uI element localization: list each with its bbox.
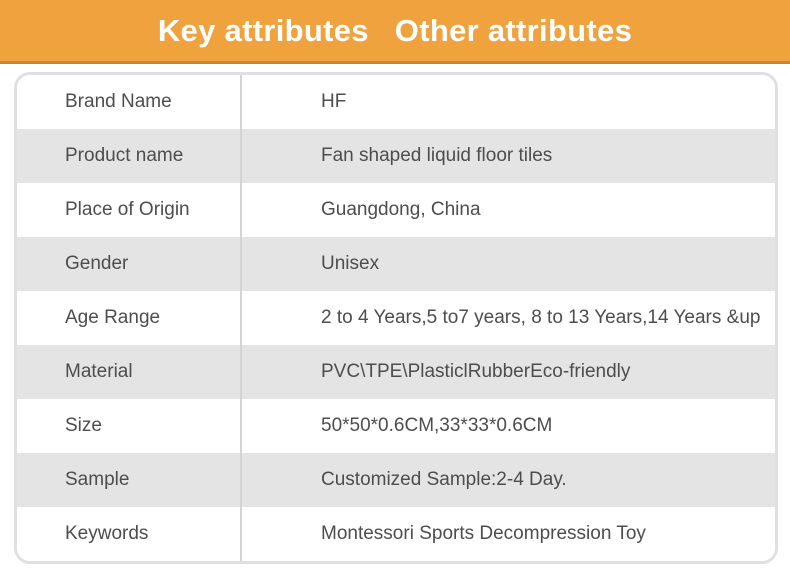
attribute-label: Gender bbox=[17, 237, 242, 291]
tab-other-attributes[interactable]: Other attributes bbox=[394, 13, 633, 48]
table-row: Product name Fan shaped liquid floor til… bbox=[17, 129, 775, 183]
table-row: Place of Origin Guangdong, China bbox=[17, 183, 775, 237]
table-row: Material PVC\TPE\PlasticlRubberEco-frien… bbox=[17, 345, 775, 399]
attribute-value: HF bbox=[321, 91, 347, 112]
attribute-label: Place of Origin bbox=[17, 183, 242, 237]
table-row: Sample Customized Sample:2-4 Day. bbox=[17, 453, 775, 507]
attributes-table: Brand Name HF Product name Fan shaped li… bbox=[14, 72, 778, 564]
attribute-value: Customized Sample:2-4 Day. bbox=[321, 469, 567, 490]
attribute-label: Age Range bbox=[17, 291, 242, 345]
tab-key-attributes[interactable]: Key attributes bbox=[157, 13, 369, 48]
attribute-value: Montessori Sports Decompression Toy bbox=[321, 523, 646, 544]
table-row: Brand Name HF bbox=[17, 75, 775, 129]
attribute-label: Keywords bbox=[17, 507, 242, 561]
attribute-value: Guangdong, China bbox=[321, 199, 481, 220]
attribute-label: Material bbox=[17, 345, 242, 399]
attribute-value: Unisex bbox=[321, 253, 380, 274]
attribute-value: Fan shaped liquid floor tiles bbox=[321, 145, 553, 166]
attribute-label: Size bbox=[17, 399, 242, 453]
table-row: Gender Unisex bbox=[17, 237, 775, 291]
table-row: Age Range 2 to 4 Years,5 to7 years, 8 to… bbox=[17, 291, 775, 345]
table-row: Keywords Montessori Sports Decompression… bbox=[17, 507, 775, 561]
attribute-label: Product name bbox=[17, 129, 242, 183]
attribute-value: 50*50*0.6CM,33*33*0.6CM bbox=[321, 415, 553, 436]
attribute-value: 2 to 4 Years,5 to7 years, 8 to 13 Years,… bbox=[321, 307, 761, 328]
table-row: Size 50*50*0.6CM,33*33*0.6CM bbox=[17, 399, 775, 453]
attribute-value: PVC\TPE\PlasticlRubberEco-friendly bbox=[321, 361, 631, 382]
attributes-tab-header: Key attributes Other attributes bbox=[0, 0, 790, 64]
attribute-label: Sample bbox=[17, 453, 242, 507]
attribute-label: Brand Name bbox=[17, 75, 242, 129]
